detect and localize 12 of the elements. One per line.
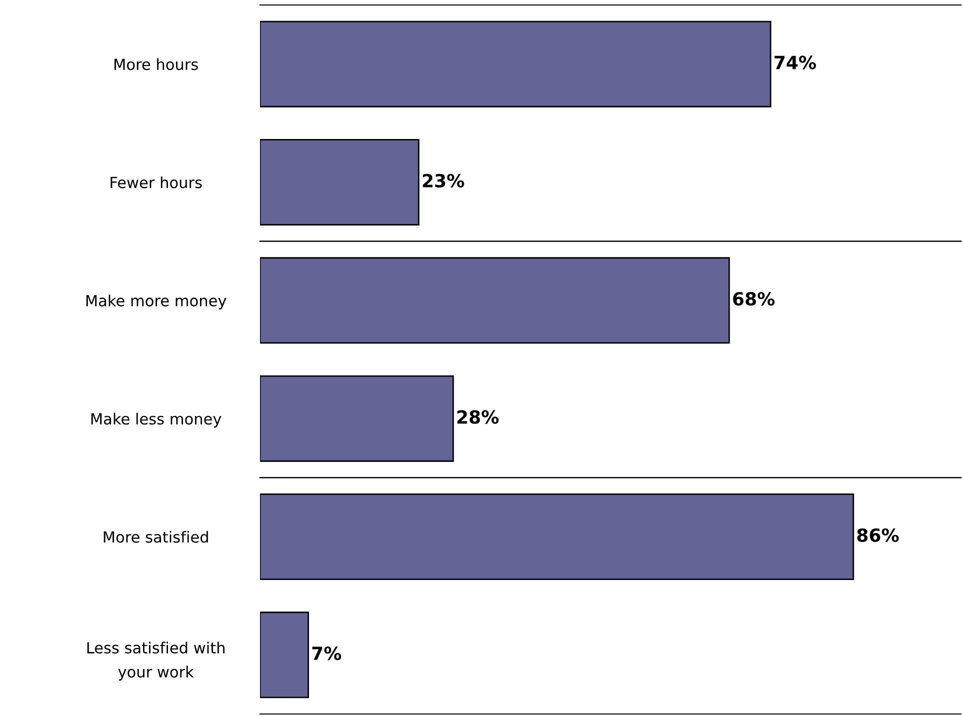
y-tick-label: Less satisfied with your work xyxy=(87,642,224,681)
data-label: 86% xyxy=(857,528,899,542)
y-tick-label: Make more money xyxy=(86,294,226,310)
y-tick-label: Make less money xyxy=(91,412,222,428)
data-label: 28% xyxy=(457,410,499,424)
data-label: 7% xyxy=(312,646,342,660)
y-tick-label: More hours xyxy=(114,58,198,70)
data-label: 74% xyxy=(774,56,816,70)
data-label: 68% xyxy=(733,292,775,306)
data-label: 23% xyxy=(422,174,464,188)
y-tick-label: Fewer hours xyxy=(110,176,202,188)
y-tick-label: More satisfied xyxy=(104,530,208,543)
